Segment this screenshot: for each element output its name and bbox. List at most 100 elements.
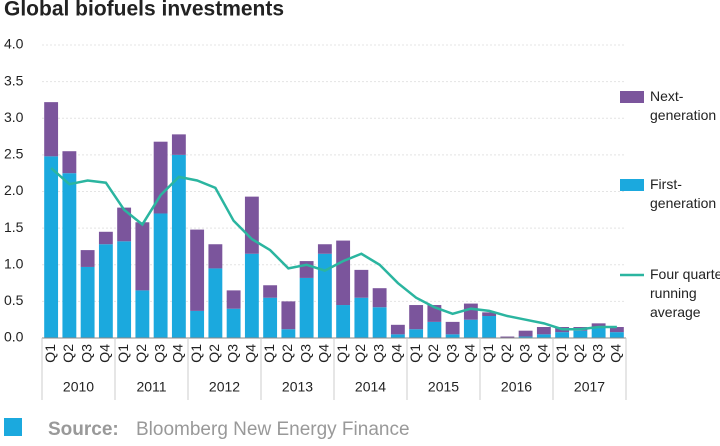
bar-segment xyxy=(591,323,606,328)
bar-segment xyxy=(208,268,223,338)
year-label: 2014 xyxy=(355,379,386,395)
x-tick-label: Q2 xyxy=(279,344,295,363)
x-tick-label: Q2 xyxy=(206,344,222,363)
bar-segment xyxy=(555,332,570,338)
x-tick-label: Q4 xyxy=(170,344,186,363)
x-tick-label: Q2 xyxy=(571,344,587,363)
bar-segment xyxy=(80,266,95,338)
y-tick-label: 1.5 xyxy=(4,219,24,235)
x-tick-label: Q3 xyxy=(589,344,605,363)
bar-segment xyxy=(518,336,533,338)
bar-segment xyxy=(117,241,132,338)
x-tick-label: Q2 xyxy=(60,344,76,363)
bar-segment xyxy=(536,327,551,335)
bar-segment xyxy=(44,156,59,338)
bar-segment xyxy=(44,102,59,157)
year-label: 2016 xyxy=(501,379,532,395)
x-tick-label: Q1 xyxy=(407,344,423,363)
legend-label-line: First- xyxy=(650,176,682,192)
bar-segment xyxy=(317,244,332,254)
x-tick-label: Q3 xyxy=(370,344,386,363)
bar-segment xyxy=(190,310,205,338)
bar-segment xyxy=(463,303,478,320)
bar-segment xyxy=(445,321,460,335)
x-tick-label: Q4 xyxy=(316,344,332,363)
source: Bloomberg New Energy Finance xyxy=(136,419,410,440)
bar-segment xyxy=(281,329,296,338)
bar-segment xyxy=(317,253,332,338)
x-tick-label: Q2 xyxy=(498,344,514,363)
bar-segment xyxy=(62,173,77,338)
x-tick-label: Q1 xyxy=(115,344,131,363)
legend-label-line: Four quarter xyxy=(650,266,720,282)
legend-swatch xyxy=(620,91,644,103)
year-label: 2012 xyxy=(209,379,240,395)
bar-segment xyxy=(226,290,241,309)
bar-segment xyxy=(409,329,424,338)
bar-segment xyxy=(98,244,113,338)
bar-segment xyxy=(463,319,478,338)
bar-segment xyxy=(372,288,387,308)
bar-segment xyxy=(190,229,205,311)
y-tick-label: 2.0 xyxy=(4,182,24,198)
x-tick-label: Q4 xyxy=(389,344,405,363)
x-tick-label: Q4 xyxy=(608,344,624,363)
line xyxy=(50,167,617,331)
y-tick-label: 0.0 xyxy=(4,329,24,345)
legend-label-line: Next- xyxy=(650,88,684,104)
bar-segment xyxy=(244,196,259,254)
y-tick-label: 3.5 xyxy=(4,72,24,88)
bar-segment xyxy=(609,332,624,338)
x-tick-label: Q3 xyxy=(224,344,240,363)
bar-segment xyxy=(427,321,442,338)
bar-segment xyxy=(336,305,351,338)
x-tick-label: Q2 xyxy=(352,344,368,363)
source-icon xyxy=(4,418,22,436)
bar-segment xyxy=(226,308,241,338)
x-tick-label: Q2 xyxy=(425,344,441,363)
x-tick-label: Q3 xyxy=(443,344,459,363)
bar-segment xyxy=(482,316,497,338)
bar-segment xyxy=(153,141,168,214)
y-tick-label: 3.0 xyxy=(4,109,24,125)
chart-title: Global biofuels investments xyxy=(4,0,284,21)
bar-segment xyxy=(354,269,369,298)
x-tick-label: Q1 xyxy=(480,344,496,363)
bar-segment xyxy=(573,330,588,338)
y-tick-label: 4.0 xyxy=(4,36,24,52)
bar-segment xyxy=(80,250,95,267)
legend-label: Next-generation xyxy=(650,88,716,123)
year-label: 2010 xyxy=(63,379,94,395)
x-tick-label: Q4 xyxy=(462,344,478,363)
bar-segment xyxy=(390,334,405,338)
bar-segment xyxy=(354,297,369,338)
year-label: 2015 xyxy=(428,379,459,395)
source-label: Source: xyxy=(48,419,119,440)
legend-label: First-generation xyxy=(650,176,716,211)
x-tick-label: Q1 xyxy=(553,344,569,363)
bar-segment xyxy=(171,154,186,338)
y-tick-label: 1.0 xyxy=(4,255,24,271)
y-tick-label: 2.5 xyxy=(4,146,24,162)
bar-segment xyxy=(518,330,533,337)
bar-segment xyxy=(482,312,497,317)
x-tick-label: Q4 xyxy=(243,344,259,363)
bar-segment xyxy=(135,222,150,291)
legend-label-line: generation xyxy=(650,107,716,123)
year-label: 2013 xyxy=(282,379,313,395)
bar-segment xyxy=(153,213,168,338)
x-tick-label: Q1 xyxy=(42,344,58,363)
bar-segment xyxy=(117,207,132,242)
legend-label-line: running xyxy=(650,285,697,301)
year-label: 2017 xyxy=(574,379,605,395)
bar-segment xyxy=(244,253,259,338)
bar-segment xyxy=(263,285,278,298)
legend-swatch xyxy=(620,179,644,191)
bar-segment xyxy=(299,277,314,338)
x-tick-label: Q3 xyxy=(151,344,167,363)
bar-segment xyxy=(171,134,186,155)
legend-label: Four quarter running average xyxy=(650,266,720,320)
legend-label-line: average xyxy=(650,304,701,320)
bar-segment xyxy=(591,327,606,338)
bar-segment xyxy=(409,305,424,330)
